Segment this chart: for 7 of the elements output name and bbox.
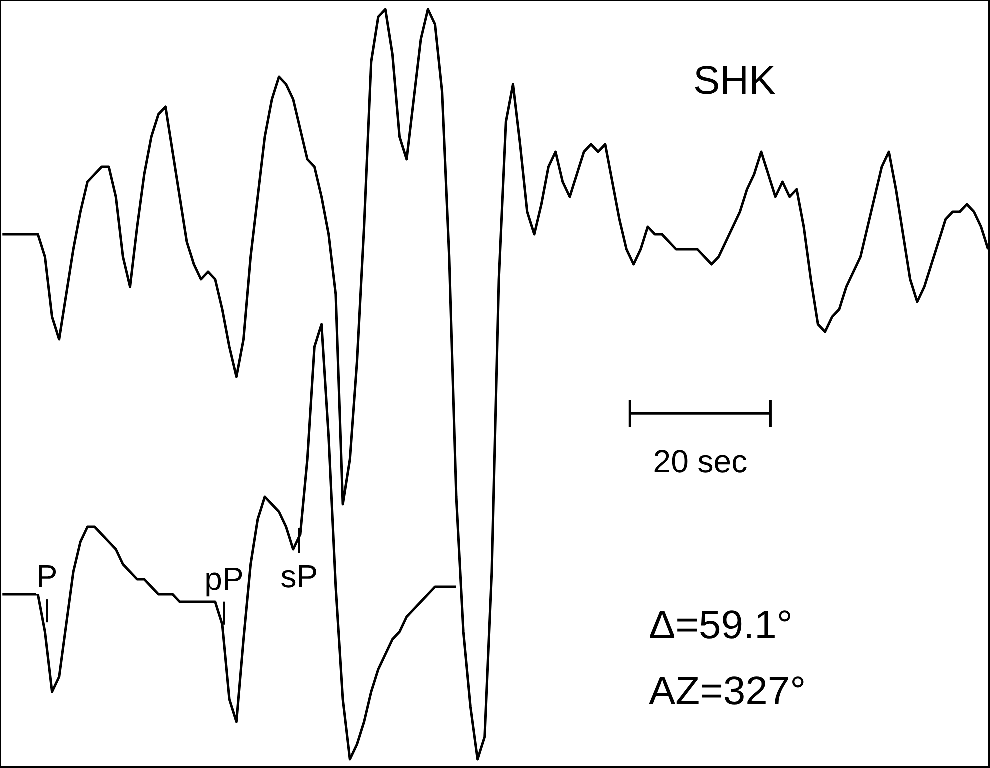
annotation: AZ=327° [648, 670, 806, 714]
annotation: Δ=59.1° [648, 604, 793, 648]
annotation: P [36, 558, 58, 594]
annotation: SHK [694, 59, 776, 104]
annotation: pP [204, 560, 244, 597]
annotation: sP [280, 558, 318, 594]
annotation: 20 sec [653, 443, 748, 480]
